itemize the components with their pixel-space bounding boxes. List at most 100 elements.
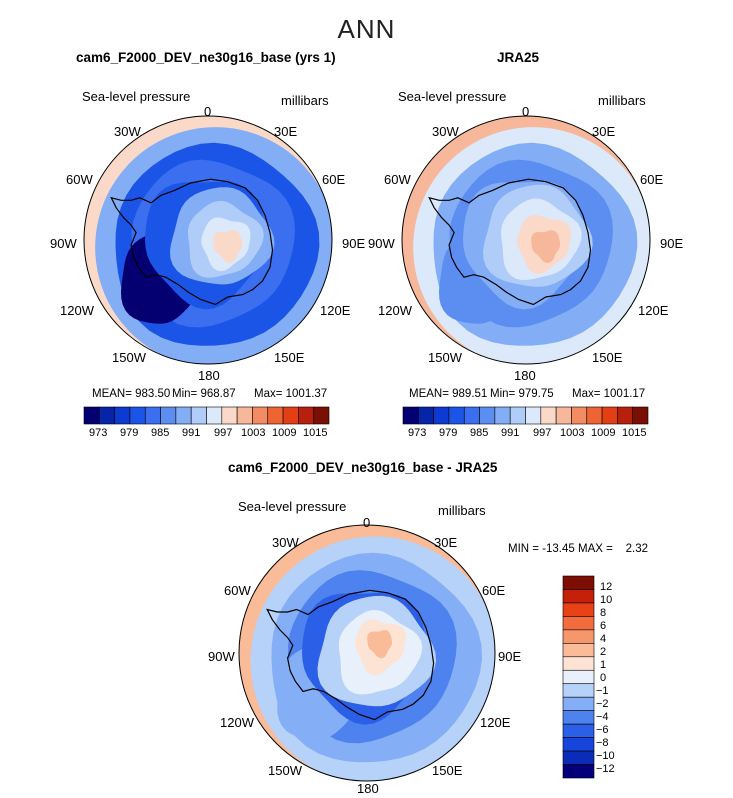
model-colorbar-cell xyxy=(83,406,100,425)
diff-colorbar-label: 12 xyxy=(600,581,613,593)
diff-colorbar-cell xyxy=(562,589,595,604)
obs-coastline xyxy=(428,178,592,306)
obs-colorbar-cell xyxy=(601,406,618,425)
diff-colorbar-cell xyxy=(562,602,595,617)
obs-lon-label: 60E xyxy=(640,172,664,187)
diff-colorbar-label: −12 xyxy=(596,763,615,775)
diff-colorbar-label: −10 xyxy=(596,750,615,762)
diff-lon-label: 0 xyxy=(363,515,371,530)
model-units-label: millibars xyxy=(281,93,329,108)
obs-lon-label: 0 xyxy=(522,104,530,119)
model-map xyxy=(83,115,333,365)
model-colorbar-cell xyxy=(99,406,115,425)
obs-colorbar-label: 1009 xyxy=(591,427,616,439)
obs-colorbar-cell xyxy=(540,406,557,425)
model-colorbar-label: 1015 xyxy=(303,427,328,439)
obs-panel-title: JRA25 xyxy=(497,50,540,65)
obs-lon-label: 60W xyxy=(384,172,411,187)
model-colorbar-label: 1003 xyxy=(241,427,266,439)
model-colorbar-cell xyxy=(160,406,177,425)
diff-colorbar-label: −1 xyxy=(596,685,609,697)
obs-colorbar-cell xyxy=(571,406,588,425)
diff-field xyxy=(239,525,495,781)
obs-max-stat: Max= 1001.17 xyxy=(572,388,646,400)
obs-colorbar-cell xyxy=(463,406,480,425)
model-interior-3 xyxy=(213,230,243,263)
obs-colorbar-cell xyxy=(632,406,649,425)
obs-map xyxy=(401,115,651,365)
diff-colorbar-label: 0 xyxy=(600,672,607,684)
model-variable-label: Sea-level pressure xyxy=(82,89,191,104)
obs-lon-label: 150W xyxy=(428,350,462,365)
diff-coastline xyxy=(266,589,435,721)
diff-colorbar-label: −4 xyxy=(596,711,609,723)
diff-colorbar-label: −6 xyxy=(596,724,609,736)
model-coastline xyxy=(110,178,274,306)
model-lon-label: 60E xyxy=(322,172,346,187)
diff-colorbar-cell xyxy=(562,750,595,765)
diff-lon-label: 90W xyxy=(208,649,235,664)
model-colorbar-cell xyxy=(175,406,192,425)
obs-colorbar-cell xyxy=(494,406,511,425)
model-mean-stat: MEAN= 983.50 xyxy=(92,388,171,400)
model-colorbar-label: 985 xyxy=(151,427,170,439)
model-lon-label: 60W xyxy=(66,172,93,187)
model-lon-label: 90W xyxy=(50,236,77,251)
model-panel-title: cam6_F2000_DEV_ne30g16_base (yrs 1) xyxy=(76,50,336,65)
diff-colorbar-cell xyxy=(562,737,595,752)
obs-colorbar-cell xyxy=(509,406,526,425)
diff-colorbar-cell xyxy=(562,764,595,779)
model-colorbar-cell xyxy=(236,406,253,425)
model-colorbar-cell xyxy=(129,406,146,425)
model-lon-label: 150E xyxy=(274,350,305,365)
diff-colorbar-cell xyxy=(562,710,595,725)
diff-colorbar-label: 4 xyxy=(600,633,607,645)
model-lon-label: 0 xyxy=(204,104,212,119)
diff-lon-label: 60W xyxy=(224,583,251,598)
model-min-stat: Min= 968.87 xyxy=(172,388,236,400)
model-colorbar-label: 1009 xyxy=(272,427,297,439)
obs-colorbar-label: 997 xyxy=(533,427,552,439)
obs-colorbar-cell xyxy=(586,406,603,425)
diff-lon-label: 180 xyxy=(357,781,379,796)
obs-colorbar-label: 1003 xyxy=(560,427,585,439)
obs-interior-3 xyxy=(531,230,561,263)
diff-colorbar-label: 10 xyxy=(600,594,613,606)
diff-units-label: millibars xyxy=(438,503,486,518)
obs-colorbar-cell xyxy=(555,406,572,425)
obs-colorbar-cell xyxy=(448,406,465,425)
diff-interior-3 xyxy=(367,630,393,659)
model-colorbar-cell xyxy=(206,406,223,425)
obs-field xyxy=(402,116,650,364)
obs-map-border xyxy=(401,115,651,365)
diff-colorbar-label: 6 xyxy=(600,620,607,632)
model-lon-label: 30E xyxy=(274,124,298,139)
diff-colorbar-cell xyxy=(562,723,595,738)
obs-lon-label: 150E xyxy=(592,350,623,365)
diff-colorbar-cell xyxy=(562,696,595,711)
model-colorbar-cell xyxy=(313,406,330,425)
model-lon-label: 150W xyxy=(112,350,146,365)
diff-panel-title: cam6_F2000_DEV_ne30g16_base - JRA25 xyxy=(228,460,498,475)
diff-map xyxy=(238,524,496,782)
model-colorbar-cell xyxy=(298,406,314,425)
model-colorbar-cell xyxy=(190,406,207,425)
obs-colorbar-label: 985 xyxy=(470,427,489,439)
diff-colorbar-label: 8 xyxy=(600,607,607,619)
obs-mean-stat: MEAN= 989.51 xyxy=(409,388,488,400)
obs-lon-label: 120E xyxy=(638,303,669,318)
diff-lon-label: 60E xyxy=(482,583,506,598)
diff-colorbar-cell xyxy=(562,643,595,658)
obs-lon-label: 90W xyxy=(368,236,395,251)
model-colorbar-cell xyxy=(114,406,131,425)
obs-lon-label: 120W xyxy=(378,303,412,318)
diff-minmax-stat: MIN = -13.45 MAX = 2.32 xyxy=(508,543,648,555)
obs-colorbar-label: 979 xyxy=(439,427,458,439)
model-colorbar-cell xyxy=(252,406,269,425)
diff-colorbar-cell xyxy=(562,575,595,590)
model-lon-label: 30W xyxy=(114,124,141,139)
obs-lon-label: 30W xyxy=(432,124,459,139)
model-colorbar-cell xyxy=(282,406,299,425)
diff-colorbar-label: −8 xyxy=(596,737,609,749)
